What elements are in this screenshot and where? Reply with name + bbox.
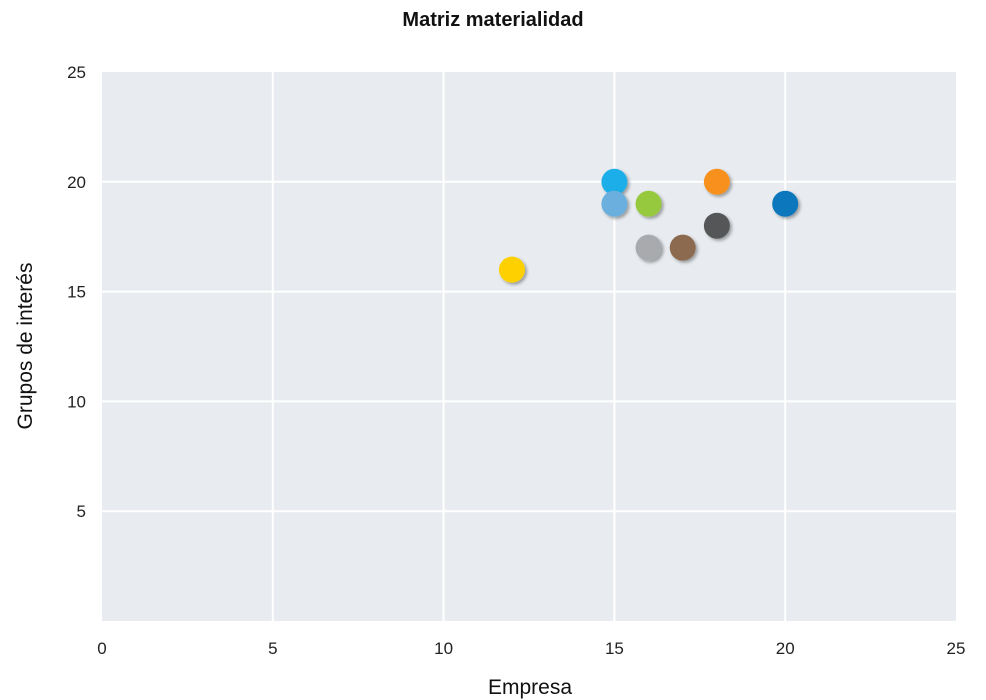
data-point: [635, 190, 662, 217]
data-point: [498, 256, 525, 283]
plot-area: 0 5 10 15 20 25 5 10 15 20 25: [67, 63, 965, 658]
data-point: [669, 234, 696, 261]
data-point: [635, 234, 662, 261]
chart-title: Matriz materialidad: [402, 9, 583, 31]
y-tick-label: 20: [67, 173, 86, 192]
data-point: [601, 190, 628, 217]
data-point: [703, 168, 730, 195]
data-point: [703, 212, 730, 239]
y-tick-label: 5: [77, 502, 86, 521]
plot-background: [102, 72, 956, 621]
x-tick-label: 15: [605, 639, 624, 658]
y-tick-label: 15: [67, 283, 86, 302]
x-tick-label: 10: [434, 639, 453, 658]
y-tick-label: 25: [67, 63, 86, 82]
x-tick-label: 5: [268, 639, 277, 658]
x-axis-label: Empresa: [488, 676, 572, 699]
data-point: [772, 190, 799, 217]
data-point: [601, 168, 628, 195]
x-tick-label: 20: [776, 639, 795, 658]
x-tick-label: 0: [97, 639, 106, 658]
y-tick-label: 10: [67, 392, 86, 411]
y-axis-label: Grupos de interés: [14, 263, 37, 430]
x-tick-label: 25: [947, 639, 966, 658]
